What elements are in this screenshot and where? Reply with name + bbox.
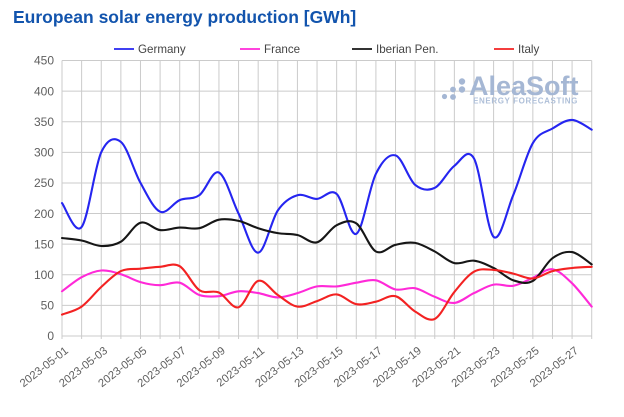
y-tick-label: 300 xyxy=(34,146,54,160)
legend-label: Iberian Pen. xyxy=(376,43,439,56)
grid xyxy=(61,60,593,339)
chart-title: European solar energy production [GWh] xyxy=(13,7,357,27)
logo-dot xyxy=(458,86,466,93)
legend-item-italy: Italy xyxy=(494,43,539,56)
logo-brand-text: AleaSoft xyxy=(469,71,579,101)
logo-dot xyxy=(441,93,448,100)
y-tick-label: 400 xyxy=(34,84,54,98)
legend-label: Italy xyxy=(518,43,539,56)
y-tick-label: 450 xyxy=(34,54,54,68)
series-line-france xyxy=(60,268,593,308)
legend: Germany France Iberian Pen. Italy xyxy=(114,43,539,56)
y-tick-label: 150 xyxy=(34,237,54,251)
y-tick-label: 0 xyxy=(47,329,54,343)
y-tick-label: 200 xyxy=(34,207,54,221)
x-axis-labels: 2023-05-012023-05-032023-05-052023-05-07… xyxy=(18,345,581,390)
y-tick-label: 350 xyxy=(34,115,54,129)
logo-tagline-text: ENERGY FORECASTING xyxy=(473,97,578,106)
legend-item-germany: Germany xyxy=(114,43,186,56)
y-tick-label: 250 xyxy=(34,176,54,190)
series-line-italy xyxy=(60,263,593,321)
legend-label: Germany xyxy=(138,43,186,56)
logo-dot xyxy=(450,86,456,93)
y-tick-label: 50 xyxy=(41,299,55,313)
series-line-germany xyxy=(60,118,593,254)
legend-label: France xyxy=(264,43,300,56)
logo-dot xyxy=(450,94,456,100)
legend-item-france: France xyxy=(240,43,300,56)
legend-item-iberian-pen-: Iberian Pen. xyxy=(352,43,439,56)
series-line-iberian-pen- xyxy=(60,218,593,284)
y-axis-labels: 0 50 100 150 200 250 300 350 400 450 xyxy=(34,54,54,344)
series-lines xyxy=(60,118,593,321)
y-tick-label: 100 xyxy=(34,268,54,282)
logo-dot xyxy=(458,78,466,85)
